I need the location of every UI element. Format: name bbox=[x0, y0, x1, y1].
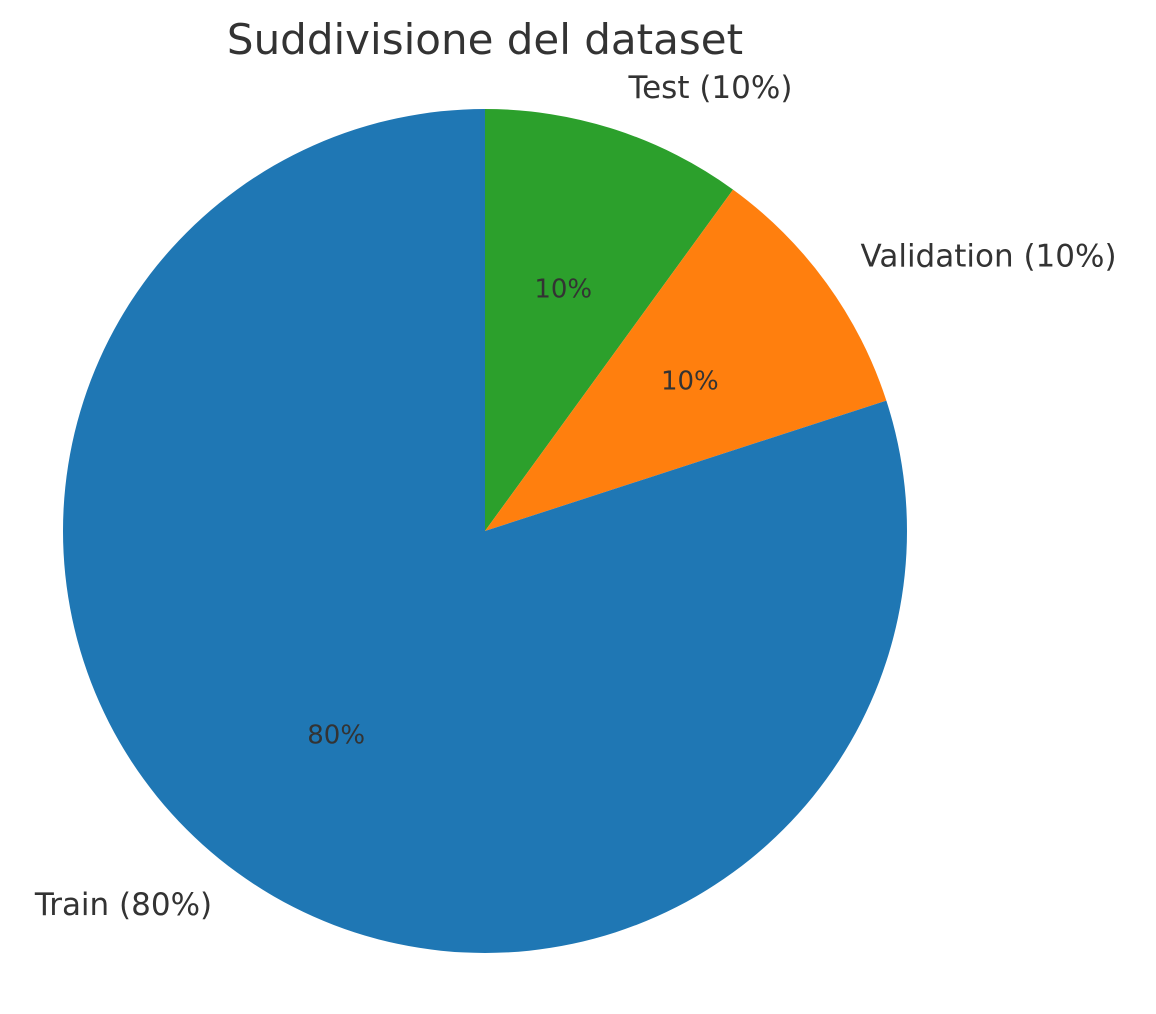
chart-title: Suddivisione del dataset bbox=[227, 15, 743, 64]
slice-percent-test: 10% bbox=[534, 275, 592, 305]
slice-percent-validation: 10% bbox=[661, 367, 719, 397]
pie-slices bbox=[62, 109, 908, 954]
slice-label-validation: Validation (10%) bbox=[861, 239, 1117, 275]
slice-label-test: Test (10%) bbox=[627, 70, 792, 106]
pie-slice-validation bbox=[485, 189, 887, 531]
pie-slice-train bbox=[62, 109, 908, 954]
slice-label-train: Train (80%) bbox=[34, 887, 212, 923]
slice-percent-train: 80% bbox=[307, 720, 365, 750]
pie-slice-test bbox=[485, 109, 734, 531]
pie-labels: Test (10%) 10% Validation (10%) 10% Train (8… bbox=[34, 70, 1117, 923]
